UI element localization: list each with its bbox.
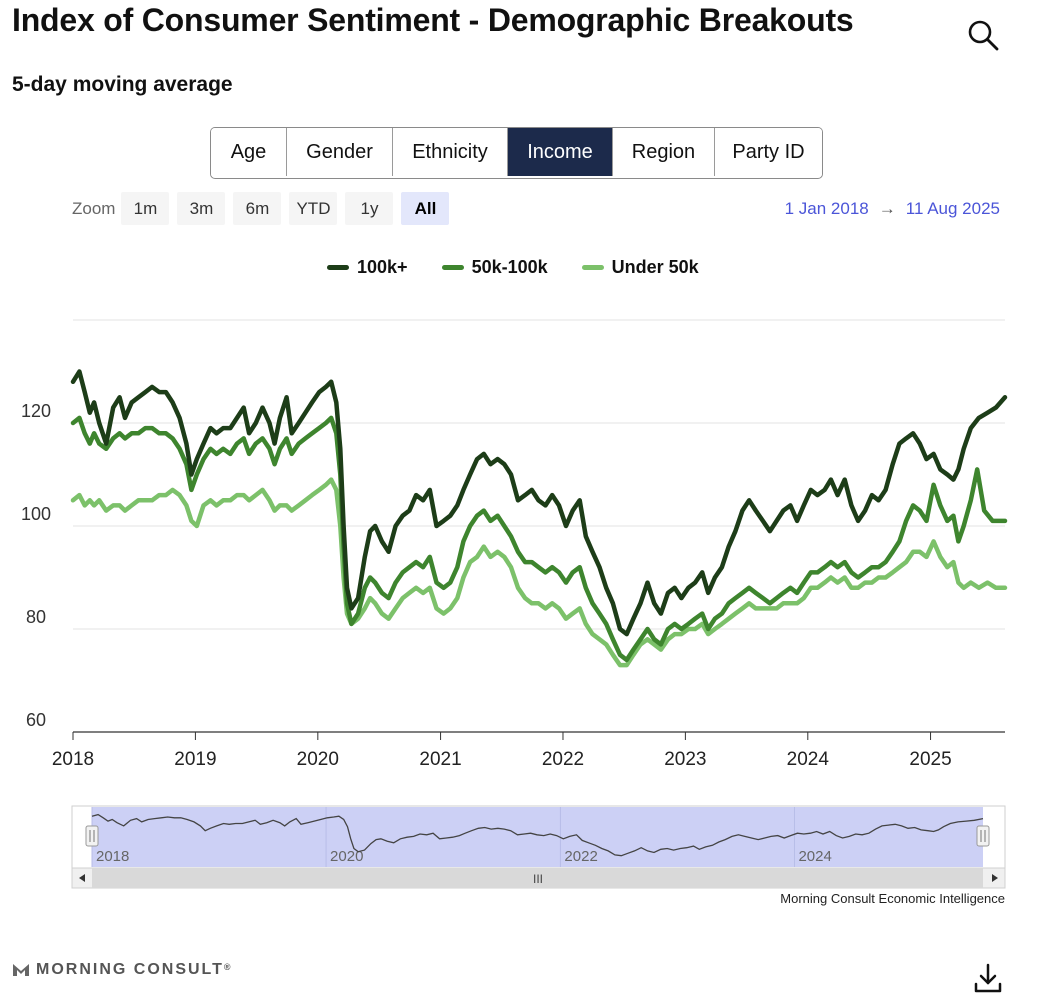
x-tick-label: 2018 <box>52 749 94 770</box>
brand-trademark: ® <box>223 962 231 972</box>
navigator-year-label: 2024 <box>798 848 831 865</box>
legend-swatch-under-50k <box>581 265 604 270</box>
chart-legend: 100k+ 50k-100k Under 50k <box>327 257 733 278</box>
zoom-6m-button[interactable]: 6m <box>233 192 282 225</box>
navigator-year-label: 2018 <box>96 848 129 865</box>
tab-region[interactable]: Region <box>613 128 715 176</box>
tab-age[interactable]: Age <box>211 128 287 176</box>
zoom-1m-button[interactable]: 1m <box>121 192 170 225</box>
x-tick-label: 2025 <box>909 749 951 770</box>
zoom-ytd-button[interactable]: YTD <box>289 192 338 225</box>
y-tick-label: 80 <box>26 607 46 627</box>
legend-swatch-100k-plus <box>327 265 349 270</box>
scroll-left-arrow-icon[interactable] <box>79 874 85 882</box>
chart-subtitle: 5-day moving average <box>12 73 233 96</box>
legend-label-100k-plus: 100k+ <box>357 257 408 277</box>
legend-swatch-50k-100k <box>441 265 464 270</box>
legend-label-50k-100k: 50k-100k <box>471 257 548 277</box>
zoom-label: Zoom <box>72 198 116 218</box>
legend-item-under-50k[interactable]: Under 50k <box>581 257 699 278</box>
zoom-all-button[interactable]: All <box>401 192 450 225</box>
navigator-year-label: 2020 <box>330 848 363 865</box>
zoom-1y-button[interactable]: 1y <box>345 192 394 225</box>
tab-party-id[interactable]: Party ID <box>715 128 822 176</box>
series-line-100k <box>70 369 1008 637</box>
navigator-handle-left[interactable] <box>85 825 99 847</box>
scrollbar-grip: III <box>533 872 543 886</box>
series-line-50k-100k <box>70 415 1008 663</box>
morning-consult-logo-icon <box>13 964 29 976</box>
x-tick-label: 2021 <box>419 749 461 770</box>
search-icon[interactable] <box>966 18 1000 52</box>
x-tick-label: 2024 <box>787 749 830 770</box>
download-icon[interactable] <box>972 962 1004 994</box>
zoom-selector: Zoom 1m 3m 6m YTD 1y All <box>72 192 457 225</box>
date-range-to[interactable]: 11 Aug 2025 <box>905 199 1000 218</box>
series-line-under-50k <box>70 477 1008 668</box>
x-tick-label: 2019 <box>174 749 216 770</box>
demographic-tabs: Age Gender Ethnicity Income Region Party… <box>210 127 823 179</box>
legend-item-50k-100k[interactable]: 50k-100k <box>441 257 548 278</box>
date-range: 1 Jan 2018 → 11 Aug 2025 <box>785 199 1000 219</box>
y-tick-label: 60 <box>26 710 46 730</box>
tab-gender[interactable]: Gender <box>287 128 393 176</box>
navigator-scrollbar-thumb[interactable] <box>92 868 983 888</box>
scroll-right-arrow-icon[interactable] <box>992 874 998 882</box>
brand-name: MORNING CONSULT <box>36 961 224 978</box>
y-tick-label: 120 <box>21 401 51 421</box>
tab-ethnicity[interactable]: Ethnicity <box>393 128 508 176</box>
range-navigator[interactable]: 2018 2020 2022 2024 III <box>0 800 1039 892</box>
legend-label-under-50k: Under 50k <box>611 257 699 277</box>
navigator-year-label: 2022 <box>564 848 597 865</box>
navigator-series-line <box>91 813 984 857</box>
x-tick-label: 2022 <box>542 749 584 770</box>
footer-brand: MORNING CONSULT ® <box>12 961 231 979</box>
tab-income[interactable]: Income <box>508 128 613 176</box>
y-tick-label: 100 <box>21 504 51 524</box>
navigator-handle-right[interactable] <box>976 825 990 847</box>
page-title: Index of Consumer Sentiment - Demographi… <box>12 2 854 38</box>
date-range-arrow: → <box>878 199 896 218</box>
zoom-3m-button[interactable]: 3m <box>177 192 226 225</box>
x-tick-label: 2020 <box>297 749 339 770</box>
x-tick-label: 2023 <box>664 749 706 770</box>
chart-credit: Morning Consult Economic Intelligence <box>780 891 1005 906</box>
navigator-selection <box>92 807 983 867</box>
line-chart: 60 80 100 120 2018 2019 2020 2021 2022 2023 2024 20… <box>21 319 1008 770</box>
date-range-from[interactable]: 1 Jan 2018 <box>784 199 869 218</box>
legend-item-100k-plus[interactable]: 100k+ <box>327 257 408 278</box>
